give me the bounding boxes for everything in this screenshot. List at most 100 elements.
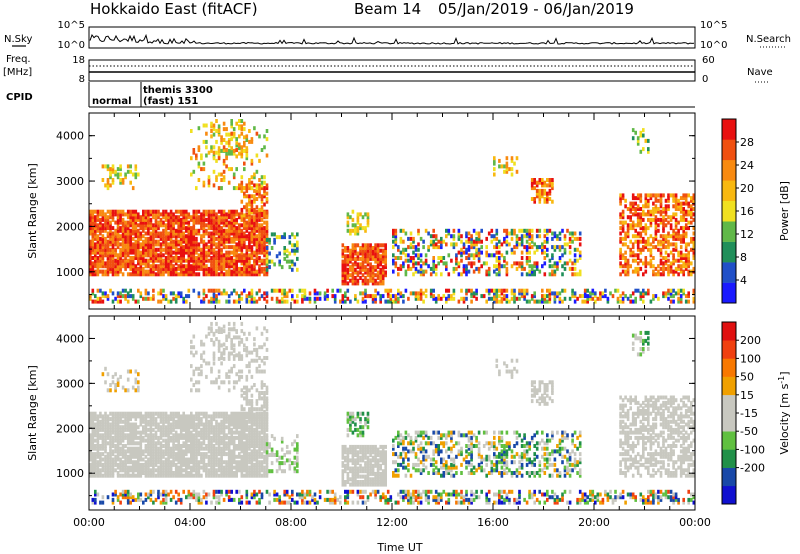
echo-cell (126, 425, 130, 430)
echo-cell (109, 183, 112, 188)
echo-cell (99, 223, 102, 228)
echo-cell (346, 212, 350, 217)
echo-cell (424, 258, 428, 263)
echo-cell (124, 247, 127, 252)
echo-cell (634, 253, 637, 258)
echo-cell (91, 242, 95, 247)
echo-cell (397, 256, 400, 260)
echo-cell (104, 217, 107, 222)
freq-label: Freq. (6, 54, 31, 65)
echo-cell (164, 446, 168, 451)
echo-cell (667, 258, 670, 263)
echo-cell (674, 201, 678, 206)
echo-cell (245, 153, 249, 158)
echo-cell (164, 294, 168, 299)
echo-cell (227, 465, 231, 470)
echo-cell (248, 245, 251, 250)
echo-cell (202, 245, 206, 250)
echo-cell (250, 202, 254, 207)
echo-cell (495, 264, 499, 269)
echo-cell (134, 226, 138, 231)
echo-cell (205, 462, 208, 467)
echo-cell (687, 242, 690, 247)
echo-cell (546, 228, 549, 233)
echo-cell (159, 425, 163, 430)
echo-cell (152, 234, 155, 239)
echo-cell (631, 234, 635, 239)
echo-cell (541, 194, 544, 199)
echo-cell (220, 234, 223, 239)
echo-cell (235, 234, 238, 239)
echo-cell (475, 266, 478, 271)
echo-cell (581, 299, 584, 304)
echo-cell (195, 454, 198, 459)
echo-cell (470, 242, 473, 247)
echo-cell (283, 232, 286, 237)
echo-cell (222, 465, 226, 470)
echo-cell (573, 272, 577, 277)
echo-cell (159, 452, 163, 457)
echo-cell (109, 223, 112, 228)
echo-cell (493, 291, 496, 296)
echo-cell (647, 217, 650, 222)
echo-cell (634, 296, 637, 301)
echo-cell (470, 245, 473, 250)
echo-cell (379, 299, 382, 304)
echo-cell (255, 250, 259, 255)
echo-cell (227, 457, 231, 462)
echo-cell (109, 468, 112, 473)
echo-cell (227, 272, 231, 277)
echo-cell (498, 158, 501, 163)
echo-cell (106, 422, 110, 427)
echo-cell (445, 261, 448, 266)
echo-cell (419, 236, 423, 241)
echo-cell (94, 471, 97, 475)
echo-cell (351, 256, 355, 261)
echo-cell (659, 217, 663, 222)
echo-cell (240, 145, 244, 150)
echo-cell (379, 296, 382, 301)
echo-cell (245, 247, 249, 252)
echo-cell (323, 294, 327, 299)
echo-cell (89, 433, 92, 438)
echo-cell (185, 417, 188, 422)
echo-cell (495, 266, 499, 271)
echo-cell (106, 419, 110, 424)
echo-cell (172, 223, 175, 228)
echo-cell (631, 193, 635, 198)
echo-cell (624, 261, 627, 266)
echo-cell (364, 228, 367, 233)
echo-cell (212, 127, 216, 132)
echo-cell (657, 217, 660, 222)
echo-cell (296, 267, 299, 272)
echo-cell (116, 299, 120, 304)
echo-cell (134, 256, 138, 260)
echo-cell (222, 471, 226, 475)
echo-cell (238, 247, 241, 252)
echo-cell (339, 299, 342, 304)
echo-cell (106, 261, 110, 266)
echo-cell (174, 266, 178, 271)
echo-cell (230, 119, 233, 123)
echo-cell (220, 430, 223, 435)
echo-cell (134, 465, 138, 470)
echo-cell (515, 239, 519, 244)
echo-cell (94, 231, 97, 236)
echo-cell (106, 473, 110, 478)
echo-cell (212, 253, 216, 258)
echo-cell (238, 266, 241, 271)
echo-cell (185, 438, 188, 443)
echo-cell (89, 468, 92, 473)
echo-cell (270, 259, 274, 264)
echo-cell (91, 272, 95, 277)
echo-cell (480, 294, 483, 299)
echo-cell (210, 220, 213, 225)
echo-cell (109, 175, 112, 180)
echo-cell (636, 231, 640, 236)
echo-cell (101, 457, 105, 462)
echo-cell (232, 220, 236, 225)
echo-cell (187, 223, 191, 228)
echo-cell (258, 245, 261, 250)
echo-cell (684, 261, 688, 266)
echo-cell (333, 294, 337, 299)
